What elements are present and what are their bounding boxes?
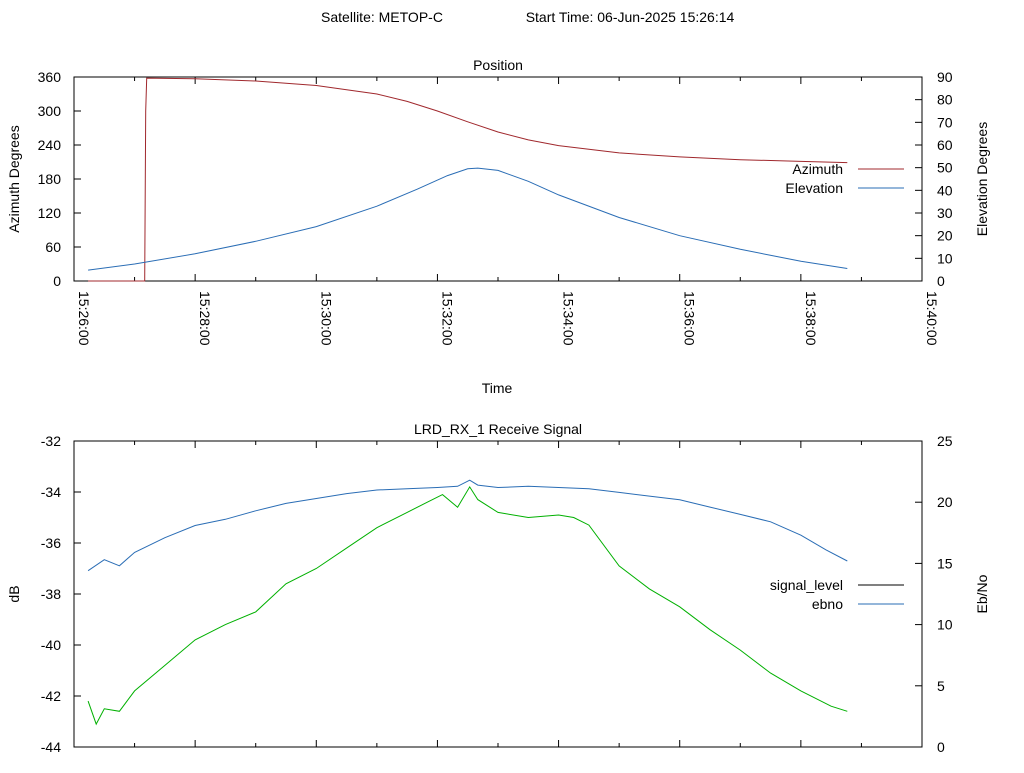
legend-label-signal-level: signal_level xyxy=(770,577,843,593)
y2-tick-label: 10 xyxy=(937,617,953,633)
y-tick-label: 60 xyxy=(45,239,61,255)
y-tick-label: -44 xyxy=(41,739,61,755)
y2-tick-label: 90 xyxy=(937,69,953,85)
db-axis-label: dB xyxy=(6,585,22,602)
start-time-label: Start Time: 06-Jun-2025 15:26:14 xyxy=(526,9,735,25)
y-tick-label: 300 xyxy=(38,103,62,119)
y-tick-label: -36 xyxy=(41,535,61,551)
elevation-line xyxy=(88,167,848,271)
y-tick-label: -40 xyxy=(41,637,61,653)
legend-label-azimuth: Azimuth xyxy=(792,161,843,177)
legend-label-elevation: Elevation xyxy=(785,180,843,196)
y2-tick-label: 5 xyxy=(937,678,945,694)
ebno-axis-label: Eb/No xyxy=(974,574,990,613)
y-tick-label: 180 xyxy=(38,171,62,187)
y2-tick-label: 10 xyxy=(937,250,953,266)
position-plot-frame xyxy=(73,76,923,282)
y2-tick-label: 60 xyxy=(937,137,953,153)
signal-plot-frame xyxy=(73,440,923,748)
y2-tick-label: 20 xyxy=(937,228,953,244)
position-chart: Position Time Azimuth Degrees Elevation … xyxy=(6,57,990,396)
x-tick-label: 15:28:00 xyxy=(197,291,213,346)
series-2-line xyxy=(87,485,848,726)
y-tick-label: 240 xyxy=(38,137,62,153)
y2-tick-label: 0 xyxy=(937,273,945,289)
y-tick-label: -34 xyxy=(41,484,61,500)
position-chart-title: Position xyxy=(473,57,523,73)
y2-tick-label: 25 xyxy=(937,433,953,449)
y2-tick-label: 80 xyxy=(937,92,953,108)
signal-chart: LRD_RX_1 Receive Signal dB Eb/No -44 -42 -… xyxy=(6,421,990,755)
y2-tick-label: 40 xyxy=(937,182,953,198)
y2-tick-label: 70 xyxy=(937,114,953,130)
x-tick-label: 15:34:00 xyxy=(561,291,577,346)
x-tick-label: 15:36:00 xyxy=(682,291,698,346)
y2-tick-label: 20 xyxy=(937,494,953,510)
azimuth-axis-label: Azimuth Degrees xyxy=(6,125,22,232)
y-tick-label: -38 xyxy=(41,586,61,602)
x-tick-label: 15:30:00 xyxy=(318,291,334,346)
y-tick-label: 120 xyxy=(38,205,62,221)
x-tick-label: 15:32:00 xyxy=(439,291,455,346)
y-tick-label: -32 xyxy=(41,433,61,449)
legend-label-ebno: ebno xyxy=(812,596,843,612)
x-tick-label: 15:38:00 xyxy=(803,291,819,346)
azimuth-line xyxy=(88,77,848,282)
elevation-axis-label: Elevation Degrees xyxy=(974,122,990,236)
y-tick-label: 0 xyxy=(53,273,61,289)
satellite-label: Satellite: METOP-C xyxy=(321,9,443,25)
y2-tick-label: 15 xyxy=(937,555,953,571)
position-x-axis-label: Time xyxy=(482,380,513,396)
x-tick-label: 15:26:00 xyxy=(76,291,92,346)
y2-tick-label: 30 xyxy=(937,205,953,221)
position-legend: Azimuth Elevation xyxy=(785,161,904,196)
ebno-line xyxy=(87,479,848,572)
x-tick-label: 15:40:00 xyxy=(924,291,940,346)
signal-chart-title: LRD_RX_1 Receive Signal xyxy=(414,421,582,437)
y-tick-label: 360 xyxy=(38,69,62,85)
y2-tick-label: 50 xyxy=(937,160,953,176)
y-tick-label: -42 xyxy=(41,688,61,704)
y2-tick-label: 0 xyxy=(937,739,945,755)
